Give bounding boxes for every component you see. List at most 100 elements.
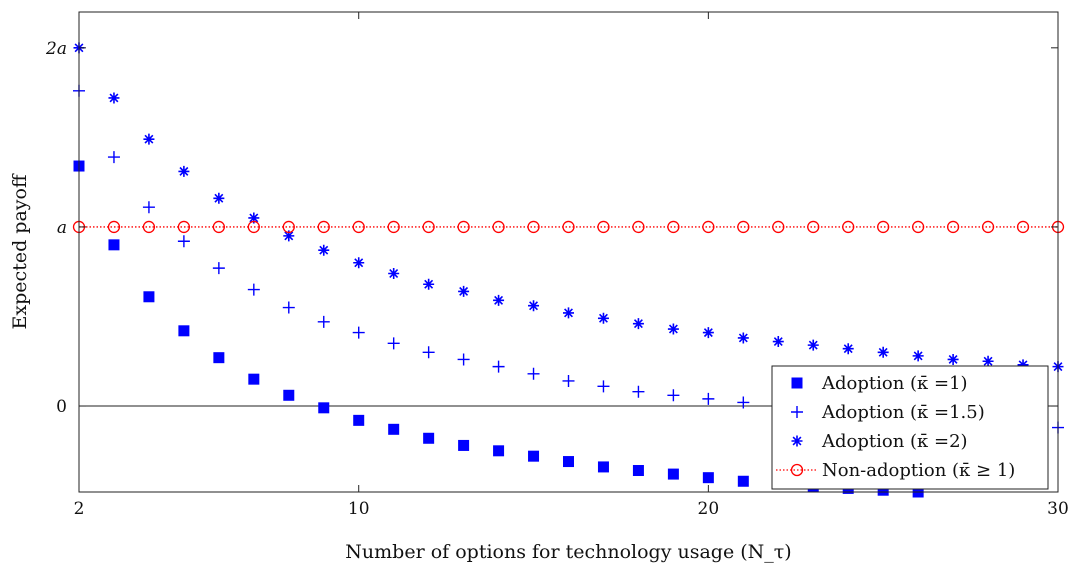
data-point bbox=[877, 346, 889, 358]
data-point bbox=[877, 220, 890, 234]
legend-label: Adoption (κ̄ =1) bbox=[821, 373, 968, 394]
x-axis-title: Number of options for technology usage (… bbox=[345, 541, 791, 563]
data-point bbox=[143, 133, 155, 145]
data-point bbox=[563, 456, 574, 468]
data-point bbox=[352, 220, 365, 234]
legend-item: Adoption (κ̄ =1.5) bbox=[791, 402, 985, 423]
data-point bbox=[142, 201, 155, 214]
data-point bbox=[667, 220, 680, 234]
data-point bbox=[387, 337, 400, 350]
data-point bbox=[667, 323, 679, 335]
data-point bbox=[213, 192, 225, 204]
data-point bbox=[982, 355, 994, 367]
legend-label: Adoption (κ̄ =2) bbox=[821, 431, 968, 452]
data-point bbox=[562, 374, 575, 387]
data-point bbox=[247, 283, 260, 296]
data-point bbox=[387, 220, 400, 234]
data-point bbox=[597, 312, 609, 324]
data-point bbox=[458, 439, 470, 451]
data-point bbox=[107, 220, 121, 234]
data-point bbox=[248, 212, 260, 224]
data-point bbox=[702, 472, 714, 484]
data-point bbox=[422, 346, 435, 359]
data-point bbox=[563, 307, 574, 319]
data-point bbox=[247, 220, 260, 234]
data-point bbox=[422, 220, 435, 234]
data-point bbox=[212, 262, 225, 275]
legend-box bbox=[771, 365, 1049, 490]
data-point bbox=[248, 373, 260, 385]
data-point bbox=[178, 325, 190, 337]
data-point bbox=[527, 220, 540, 234]
data-point bbox=[177, 220, 191, 234]
data-point bbox=[947, 353, 959, 365]
data-point bbox=[737, 475, 749, 487]
legend-label: Adoption (κ̄ =1.5) bbox=[821, 402, 985, 423]
legend-marker bbox=[790, 463, 804, 477]
data-point bbox=[912, 350, 924, 362]
data-point bbox=[911, 220, 925, 234]
legend-marker bbox=[791, 435, 803, 447]
data-point bbox=[528, 300, 540, 312]
data-point bbox=[946, 220, 960, 234]
legend-item: Non-adoption (κ̄ ≥ 1) bbox=[776, 460, 1015, 481]
data-point bbox=[527, 367, 540, 380]
series-3 bbox=[73, 42, 1064, 373]
data-point bbox=[737, 396, 750, 409]
data-point bbox=[807, 339, 819, 351]
data-point bbox=[807, 220, 820, 234]
data-point bbox=[702, 327, 714, 339]
x-tick-label: 2 bbox=[74, 499, 85, 519]
data-point bbox=[388, 423, 400, 435]
data-point bbox=[317, 220, 330, 234]
data-point bbox=[528, 450, 540, 462]
data-point bbox=[423, 278, 435, 290]
x-tick-label: 30 bbox=[1047, 499, 1069, 519]
data-point bbox=[1016, 220, 1030, 234]
data-point bbox=[981, 220, 995, 234]
legend-marker bbox=[791, 406, 803, 418]
data-point bbox=[772, 336, 784, 348]
data-point bbox=[177, 235, 190, 248]
data-point bbox=[702, 220, 715, 234]
x-tick-label: 10 bbox=[348, 499, 370, 519]
data-point bbox=[632, 220, 645, 234]
data-point bbox=[353, 414, 365, 426]
data-point bbox=[212, 220, 226, 234]
data-point bbox=[842, 220, 855, 234]
data-point bbox=[178, 165, 190, 177]
data-point bbox=[353, 257, 365, 269]
data-point bbox=[318, 244, 330, 256]
plot-frame bbox=[78, 11, 1059, 493]
data-point bbox=[1017, 359, 1029, 371]
data-point bbox=[632, 385, 645, 398]
data-point bbox=[318, 402, 330, 414]
data-point bbox=[597, 380, 610, 393]
data-point bbox=[597, 220, 610, 234]
legend-label: Non-adoption (κ̄ ≥ 1) bbox=[822, 460, 1015, 481]
y-tick-label: a bbox=[57, 218, 67, 238]
data-point bbox=[282, 301, 295, 314]
y-tick-label: 2a bbox=[45, 39, 67, 59]
data-point bbox=[283, 230, 295, 242]
data-point bbox=[492, 360, 505, 373]
legend-marker bbox=[791, 377, 803, 389]
y-axis-title: Expected payoff bbox=[9, 173, 31, 329]
series-4 bbox=[72, 220, 1065, 234]
data-point bbox=[458, 285, 470, 297]
data-point bbox=[562, 220, 575, 234]
legend-item: Adoption (κ̄ =2) bbox=[791, 431, 968, 452]
data-point bbox=[423, 432, 435, 444]
data-point bbox=[108, 92, 120, 104]
legend: Adoption (κ̄ =1) Adoption (κ̄ =1.5) Adopti… bbox=[771, 365, 1049, 490]
data-point bbox=[143, 291, 155, 303]
data-point bbox=[667, 389, 680, 402]
data-point bbox=[108, 239, 120, 251]
data-point bbox=[737, 220, 750, 234]
data-point bbox=[317, 315, 330, 328]
data-point bbox=[283, 389, 295, 401]
data-point bbox=[142, 220, 156, 234]
data-point bbox=[632, 318, 644, 330]
legend-item: Adoption (κ̄ =1) bbox=[791, 373, 968, 394]
